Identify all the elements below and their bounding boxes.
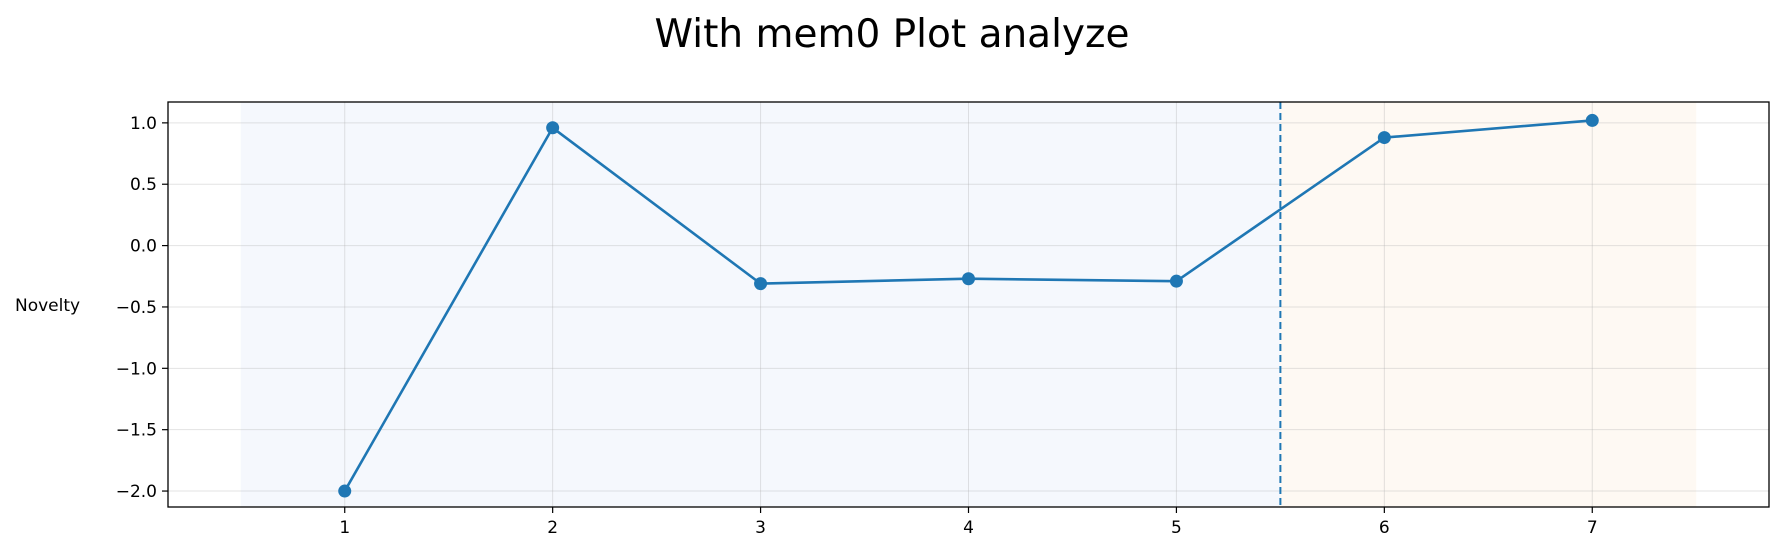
data-point-4 (962, 272, 975, 286)
shaded-region-1 (240, 102, 1281, 507)
data-point-6 (1377, 131, 1391, 145)
y-axis: 1.0 0.5 0.0 −0.5 −1.0 −1.5 −2.0 (116, 114, 168, 502)
shaded-regions (240, 102, 1697, 507)
data-point-1 (338, 484, 352, 498)
data-point-5 (1169, 274, 1183, 288)
y-tick-label: −2.0 (116, 482, 157, 502)
y-tick-label: −0.5 (116, 298, 157, 318)
x-tick-label: 2 (547, 518, 558, 538)
y-tick-label: 1.0 (130, 114, 157, 134)
data-point-2 (546, 121, 560, 135)
y-tick-label: 0.0 (130, 237, 157, 257)
y-tick-label: −1.0 (116, 359, 157, 379)
y-tick-label: 0.5 (130, 175, 157, 195)
y-tick-label: −1.5 (116, 421, 157, 441)
x-tick-label: 5 (1171, 518, 1182, 538)
x-axis: 1 2 3 4 5 6 7 (339, 507, 1598, 538)
series-group (338, 113, 1599, 498)
x-tick-label: 7 (1587, 518, 1598, 538)
x-tick-label: 3 (755, 518, 766, 538)
data-point-7 (1585, 113, 1599, 127)
chart-title: With mem0 Plot analyze (655, 12, 1130, 57)
data-point-3 (754, 277, 768, 291)
gridlines (168, 102, 1769, 507)
x-tick-label: 6 (1379, 518, 1390, 538)
x-tick-label: 4 (963, 518, 974, 538)
shaded-region-2 (1280, 102, 1697, 507)
y-axis-label: Novelty (15, 296, 80, 316)
x-tick-label: 1 (339, 518, 350, 538)
